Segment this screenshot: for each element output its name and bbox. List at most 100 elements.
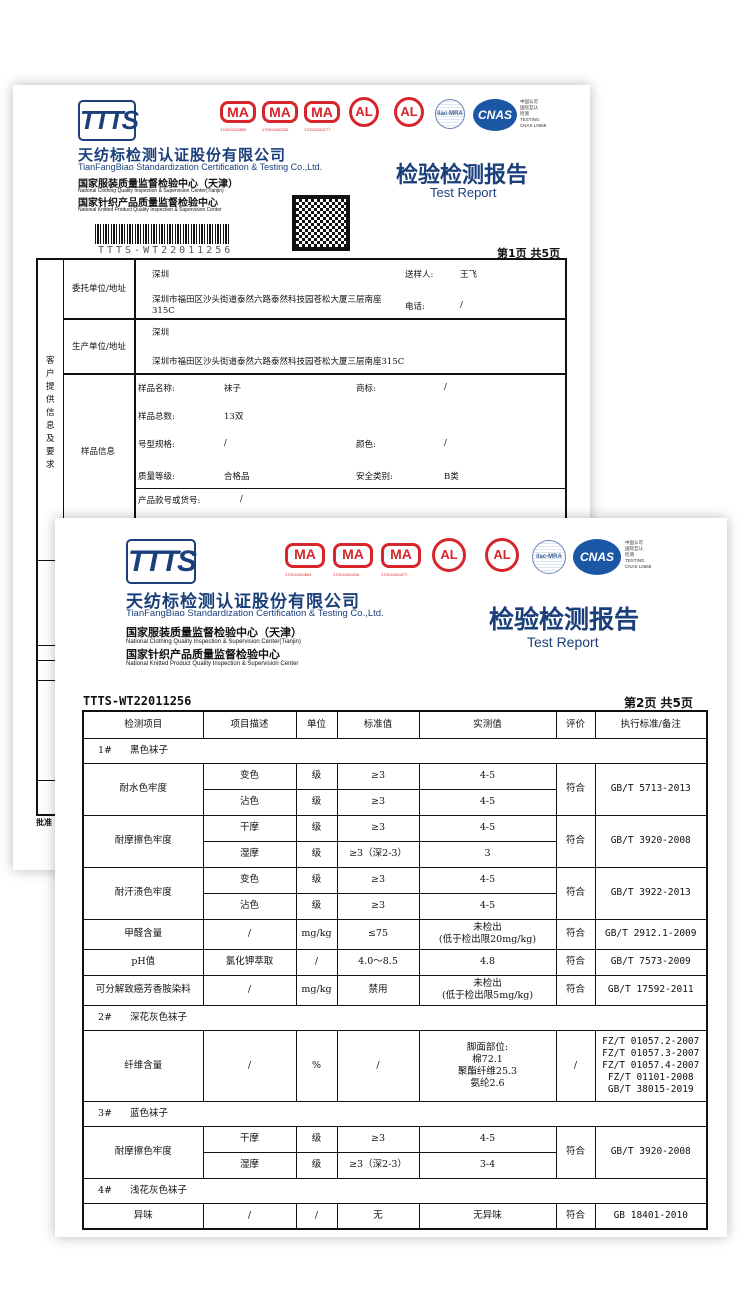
header-evaluation: 评价 xyxy=(555,710,596,739)
unit: 级 xyxy=(295,762,338,790)
color: / xyxy=(444,438,447,448)
center1-name: 国家服装质量监督检验中心（天津） xyxy=(126,626,302,639)
header-item: 检测项目 xyxy=(82,710,204,739)
unit: 级 xyxy=(295,866,338,894)
evaluation: 符合 xyxy=(555,948,596,976)
center2-name-en: National Knitted Product Quality Inspect… xyxy=(78,207,222,213)
test-item: pH值 xyxy=(82,948,204,976)
producer-label: 生产单位/地址 xyxy=(72,342,126,352)
measured-value: 4-5 xyxy=(418,892,557,920)
sender-label: 送样人: xyxy=(405,270,434,280)
size: / xyxy=(224,438,227,448)
unit: / xyxy=(295,1202,338,1230)
sample-name: 蓝色袜子 xyxy=(130,1107,169,1119)
unit: mg/kg xyxy=(295,974,338,1006)
unit: 级 xyxy=(295,1125,338,1153)
ttts-logo: TTTS xyxy=(126,539,197,584)
company-name-en: TianFangBiao Standardization Certificati… xyxy=(126,608,384,619)
item-description: 沾色 xyxy=(202,788,297,816)
table-row: 沾色级 ≥3 4-5 xyxy=(83,892,707,920)
sample-section-row: 2# 深花灰色袜子 xyxy=(82,1004,708,1031)
cnas-logo: CNAS xyxy=(473,99,517,131)
center2-name: 国家针织产品质量监督检验中心 xyxy=(78,198,218,209)
ma-number: 170011263663 xyxy=(285,572,312,577)
cal-stamp: AL xyxy=(349,97,379,127)
grade-label: 质量等级: xyxy=(138,472,175,482)
ma-stamp: MA xyxy=(381,543,421,568)
header-description: 项目描述 xyxy=(202,710,297,739)
standard-value: 4.0～8.5 xyxy=(336,948,420,976)
count: 13双 xyxy=(224,412,244,422)
table-row: 耐摩擦色牢度 干摩级 ≥3 4-5 符合 GB/T 3920-2008 xyxy=(82,1125,708,1179)
safety-label: 安全类别: xyxy=(356,472,393,482)
item-description: 干摩 xyxy=(202,814,297,842)
center2-name: 国家针织产品质量监督检验中心 xyxy=(126,648,280,661)
sample-number: 2# xyxy=(98,1011,113,1023)
test-item: 耐摩擦色牢度 xyxy=(82,1125,204,1179)
cnas-caption: 中国认可 国际互认 检测 TESTING CNAS L0668 xyxy=(625,540,652,569)
grade: 合格品 xyxy=(224,472,250,482)
table-row: 耐摩擦色牢度 干摩级 ≥3 4-5 符合 GB/T 3920-2008 xyxy=(82,814,708,868)
brand: / xyxy=(444,382,447,392)
company-name: 天纺标检测认证股份有限公司 xyxy=(78,146,287,164)
measured-value: 未检出 (低于检出限5mg/kg) xyxy=(418,974,557,1006)
safety: B类 xyxy=(444,472,459,482)
standard-value: ≥3 xyxy=(336,814,420,842)
unit: mg/kg xyxy=(295,918,338,950)
sample-name-label: 样品名称: xyxy=(138,384,175,394)
color-label: 颜色: xyxy=(356,440,376,450)
evaluation: 符合 xyxy=(555,866,596,920)
evaluation: 符合 xyxy=(555,814,596,868)
evaluation: 符合 xyxy=(555,1202,596,1230)
sender: 王飞 xyxy=(460,270,478,280)
unit: 级 xyxy=(295,840,338,868)
standard-value: ≥3 xyxy=(336,1125,420,1153)
ma-stamp: MA xyxy=(220,101,256,123)
item-description: 湿摩 xyxy=(202,1151,297,1179)
report-number: TTTS-WT22011256 xyxy=(83,694,192,708)
sample-section: 2# 深花灰色袜子 xyxy=(82,1004,708,1031)
count-label: 样品总数: xyxy=(138,412,175,422)
table-row: 纤维含量 /% / 脚面部位: 棉72.1 聚酯纤维25.3 氨纶2.6/FZ/T 0… xyxy=(82,1029,708,1102)
report-title-en: Test Report xyxy=(430,185,497,200)
table-row: 可分解致癌芳香胺染料 / mg/kg 禁用 未检出 (低于检出限5mg/kg) 符合 GB/… xyxy=(82,974,708,1006)
standard-reference: GB/T 3920-2008 xyxy=(594,1125,708,1179)
sample-label: 样品信息 xyxy=(81,447,116,457)
sample-section: 1# 黑色袜子 xyxy=(82,737,708,764)
cal-stamp: AL xyxy=(432,538,466,572)
standard-reference: FZ/T 01057.2-2007 FZ/T 01057.3-2007 FZ/T… xyxy=(594,1029,708,1102)
table-row: 甲醛含量 / mg/kg ≤75 未检出 (低于检出限20mg/kg) 符合 GB/T 29… xyxy=(82,918,708,950)
barcode-number: TTTS-WT22011256 xyxy=(98,245,234,256)
sample-name: 黑色袜子 xyxy=(130,744,169,756)
test-item: 异味 xyxy=(82,1202,204,1230)
item-description: 变色 xyxy=(202,762,297,790)
logo-text: TTTS xyxy=(128,545,197,578)
company-name: 天纺标检测认证股份有限公司 xyxy=(126,592,360,612)
standard-value: / xyxy=(336,1029,420,1102)
measured-value: 4.8 xyxy=(418,948,557,976)
standard-reference: GB/T 7573-2009 xyxy=(594,948,708,976)
ttts-logo: TTTS xyxy=(78,100,139,141)
table-row: 耐汗渍色牢度 变色级 ≥3 4-5 符合 GB/T 3922-2013 xyxy=(82,866,708,920)
header-row: 检测项目 项目描述 单位 标准值 实测值 评价 执行标准/备注 xyxy=(82,710,708,739)
item-description: / xyxy=(202,974,297,1006)
page-number: 第2页 共5页 xyxy=(624,696,693,710)
table-row: 湿摩级 ≥3（深2-3） 3-4 xyxy=(83,1151,707,1179)
measured-value: 4-5 xyxy=(418,866,557,894)
barcode xyxy=(95,224,230,244)
table-row: 沾色级 ≥3 4-5 xyxy=(83,788,707,816)
standard-value: 禁用 xyxy=(336,974,420,1006)
sample-name: 袜子 xyxy=(224,384,242,394)
item-description: 干摩 xyxy=(202,1125,297,1153)
test-item: 耐水色牢度 xyxy=(82,762,204,816)
page-number: 第1页 共5页 xyxy=(497,247,561,260)
size-label: 号型规格: xyxy=(138,440,175,450)
measured-value: 3 xyxy=(418,840,557,868)
table-row: 异味 / / 无无异味 符合 GB 18401-2010 xyxy=(82,1202,708,1230)
ma-number: 170011263663 xyxy=(220,127,247,132)
measured-value: 4-5 xyxy=(418,788,557,816)
standard-reference: GB/T 3920-2008 xyxy=(594,814,708,868)
sample-number: 4# xyxy=(98,1184,113,1196)
client-name: 深圳 xyxy=(152,270,170,280)
evaluation: 符合 xyxy=(555,1125,596,1179)
